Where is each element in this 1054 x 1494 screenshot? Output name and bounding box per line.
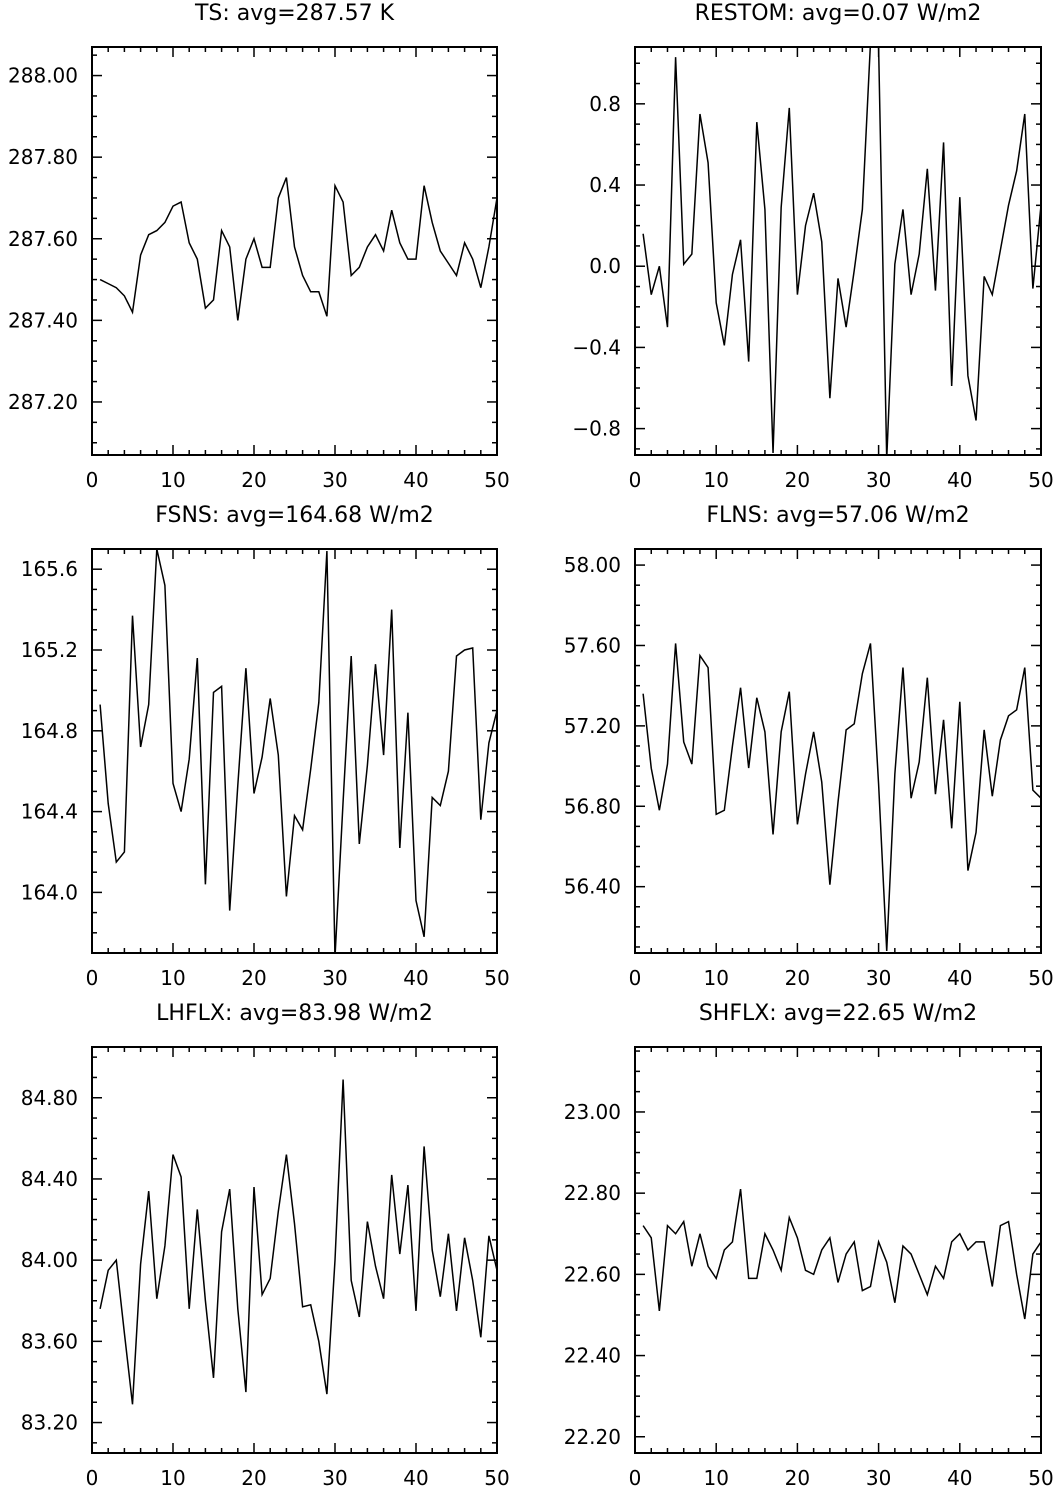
chart-title: FLNS: avg=57.06 W/m2 (706, 503, 969, 528)
y-tick-label: 84.80 (21, 1086, 78, 1110)
series-line (642, 47, 1041, 455)
y-tick-label: 57.60 (564, 633, 621, 657)
x-tick-label: 50 (1028, 966, 1053, 990)
x-tick-label: 0 (86, 966, 99, 990)
y-tick-label: 0.0 (589, 254, 621, 278)
y-tick-label: 287.20 (8, 390, 78, 414)
plot-frame (91, 46, 498, 456)
y-tick-label: 58.00 (564, 553, 621, 577)
x-tick-label: 20 (241, 468, 266, 492)
y-tick-label: 165.2 (21, 638, 78, 662)
y-tick-label: −0.8 (572, 417, 621, 441)
x-tick-label: 0 (629, 468, 642, 492)
x-tick-label: 30 (322, 966, 347, 990)
y-tick-label: 23.00 (564, 1100, 621, 1124)
y-tick-label: 22.60 (564, 1262, 621, 1286)
series-line (642, 1188, 1041, 1320)
x-tick-label: 20 (785, 468, 810, 492)
panel-1: RESTOM: avg=0.07 W/m2 0 10 20 30 40 50 −0.8 −0.4… (572, 1, 1053, 492)
y-tick-label: 22.80 (564, 1181, 621, 1205)
y-tick-label: 165.6 (21, 557, 78, 581)
chart-title: LHFLX: avg=83.98 W/m2 (156, 1001, 433, 1026)
panel-3: FLNS: avg=57.06 W/m2 0 10 20 30 40 50 56.40 56.8… (564, 503, 1054, 990)
x-tick-label: 10 (703, 1466, 728, 1490)
plot-frame (634, 1046, 1042, 1454)
x-tick-label: 30 (866, 966, 891, 990)
y-tick-label: 288.00 (8, 64, 78, 88)
y-tick-label: 57.20 (564, 714, 621, 738)
x-tick-label: 40 (947, 468, 972, 492)
x-tick-label: 30 (866, 1466, 891, 1490)
x-tick-label: 10 (160, 468, 185, 492)
y-tick-label: −0.4 (572, 335, 621, 359)
y-tick-label: 83.20 (21, 1411, 78, 1435)
x-tick-label: 20 (785, 966, 810, 990)
y-tick-label: 84.00 (21, 1248, 78, 1272)
x-tick-label: 0 (86, 1466, 99, 1490)
series-line (99, 177, 497, 321)
y-tick-label: 164.0 (21, 880, 78, 904)
y-tick-label: 287.80 (8, 145, 78, 169)
y-tick-label: 164.4 (21, 800, 78, 824)
y-tick-label: 0.4 (589, 173, 621, 197)
x-tick-label: 40 (403, 1466, 428, 1490)
x-tick-label: 0 (629, 1466, 642, 1490)
x-tick-label: 40 (403, 966, 428, 990)
x-tick-label: 10 (703, 468, 728, 492)
plot-frame (634, 548, 1042, 954)
series-line (642, 643, 1041, 952)
x-tick-label: 10 (160, 1466, 185, 1490)
y-tick-label: 287.60 (8, 227, 78, 251)
chart-title: FSNS: avg=164.68 W/m2 (155, 503, 434, 528)
plot-frame (91, 1046, 498, 1454)
x-tick-label: 50 (1028, 468, 1053, 492)
y-tick-label: 164.8 (21, 719, 78, 743)
x-tick-label: 30 (866, 468, 891, 492)
plot-frame (91, 548, 498, 954)
x-tick-label: 20 (785, 1466, 810, 1490)
x-tick-label: 50 (484, 966, 509, 990)
y-tick-label: 56.40 (564, 875, 621, 899)
chart-title: RESTOM: avg=0.07 W/m2 (695, 1, 982, 26)
chart-title: SHFLX: avg=22.65 W/m2 (699, 1001, 977, 1026)
x-tick-label: 10 (703, 966, 728, 990)
x-tick-label: 10 (160, 966, 185, 990)
y-tick-label: 22.20 (564, 1425, 621, 1449)
series-line (99, 549, 497, 953)
x-tick-label: 40 (947, 966, 972, 990)
y-tick-label: 287.40 (8, 308, 78, 332)
y-tick-label: 84.40 (21, 1167, 78, 1191)
x-tick-label: 0 (86, 468, 99, 492)
x-tick-label: 0 (629, 966, 642, 990)
panel-0: TS: avg=287.57 K 0 10 20 30 40 50 287.20 287.40 2… (8, 1, 510, 492)
plot-frame (634, 46, 1042, 456)
y-tick-label: 83.60 (21, 1329, 78, 1353)
y-tick-label: 56.80 (564, 794, 621, 818)
x-tick-label: 30 (322, 1466, 347, 1490)
x-tick-label: 50 (484, 468, 509, 492)
x-tick-label: 50 (1028, 1466, 1053, 1490)
x-tick-label: 50 (484, 1466, 509, 1490)
chart-title: TS: avg=287.57 K (194, 1, 395, 26)
panel-4: LHFLX: avg=83.98 W/m2 0 10 20 30 40 50 83.20 83.… (21, 1001, 510, 1490)
panel-2: FSNS: avg=164.68 W/m2 0 10 20 30 40 50 164.0 164… (21, 503, 510, 990)
y-tick-label: 22.40 (564, 1344, 621, 1368)
x-tick-label: 40 (947, 1466, 972, 1490)
x-tick-label: 20 (241, 966, 266, 990)
x-tick-label: 40 (403, 468, 428, 492)
x-tick-label: 30 (322, 468, 347, 492)
panel-5: SHFLX: avg=22.65 W/m2 0 10 20 30 40 50 22.20 22.… (564, 1001, 1054, 1490)
series-line (99, 1079, 497, 1405)
x-tick-label: 20 (241, 1466, 266, 1490)
y-tick-label: 0.8 (589, 92, 621, 116)
